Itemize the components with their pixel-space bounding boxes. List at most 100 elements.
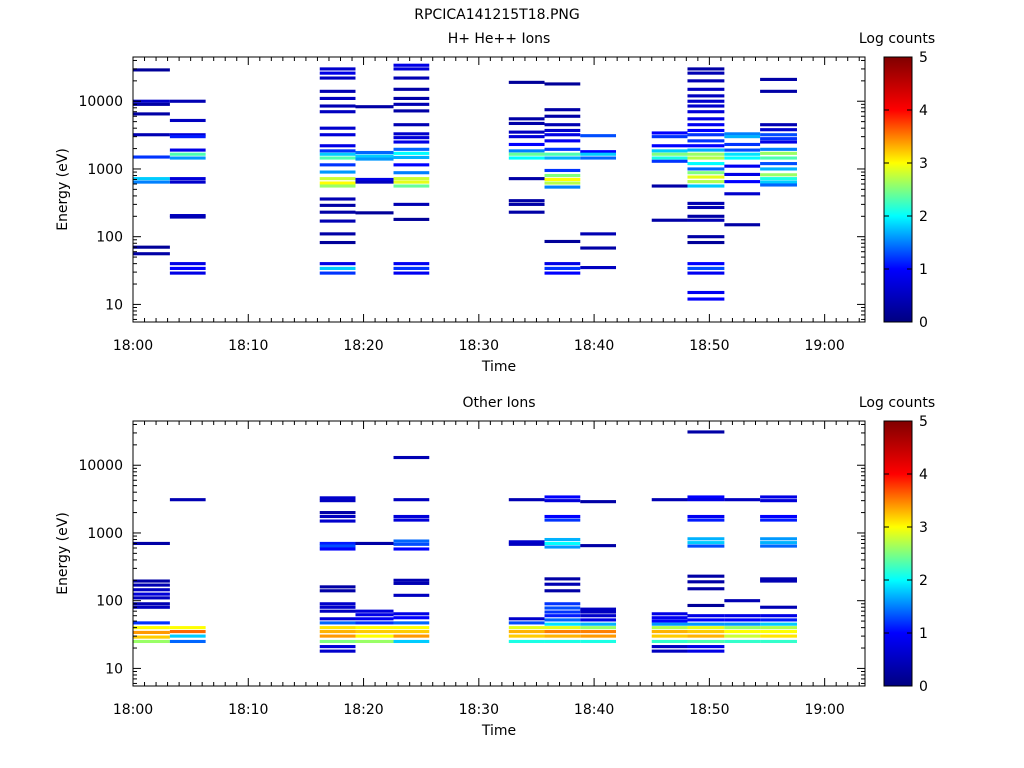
heatmap-cell (687, 162, 725, 166)
heatmap-cell (724, 148, 761, 152)
heatmap-cell (319, 541, 356, 546)
heatmap-cell (544, 128, 581, 133)
heatmap-cell (544, 514, 581, 519)
heatmap-cell (580, 266, 617, 270)
heatmap-cell (508, 639, 545, 644)
heatmap-cell (393, 634, 430, 638)
heatmap-cell (760, 173, 797, 177)
y-tick-label: 100 (96, 230, 123, 246)
heatmap-cell (580, 150, 617, 154)
heatmap-cell (760, 151, 797, 155)
heatmap-cell (319, 126, 356, 130)
heatmap-cell (724, 156, 761, 160)
heatmap-cell (724, 142, 761, 147)
heatmap-cell (580, 639, 617, 644)
colorbar-tick-label: 5 (919, 50, 928, 66)
heatmap-cell (580, 246, 617, 250)
heatmap-cell (651, 639, 688, 644)
heatmap-cell (760, 618, 797, 622)
heatmap-cell (355, 613, 394, 617)
heatmap-cell (760, 514, 797, 519)
heatmap-cell (687, 634, 725, 638)
y-tick-label: 100 (96, 594, 123, 610)
heatmap-cell (319, 589, 356, 593)
heatmap-cell (724, 180, 761, 184)
heatmap-cell (133, 102, 170, 106)
heatmap-cell (687, 514, 725, 519)
heatmap-cell (544, 271, 581, 275)
heatmap-cell (760, 544, 797, 548)
heatmap-cell (544, 133, 581, 137)
heatmap-cell (319, 197, 356, 201)
heatmap-cell (687, 79, 725, 83)
heatmap-cell (319, 232, 356, 236)
heatmap-cell (724, 618, 761, 622)
heatmap-cell (393, 639, 430, 644)
heatmap-cell (687, 262, 725, 266)
heatmap-cell (393, 217, 430, 221)
heatmap-cell (760, 162, 797, 166)
heatmap-cell (319, 511, 356, 515)
heatmap-cell (319, 89, 356, 93)
heatmap-cell (687, 266, 725, 270)
heatmap-cell (355, 621, 394, 625)
heatmap-cell (687, 580, 725, 584)
heatmap-cell (544, 239, 581, 244)
x-tick-label: 18:40 (574, 702, 614, 718)
heatmap-cell (651, 149, 688, 153)
heatmap-cell (393, 171, 430, 175)
heatmap-cell (687, 133, 725, 137)
heatmap-cell (169, 180, 206, 184)
heatmap-cell (169, 634, 206, 638)
heatmap-cell (393, 581, 430, 585)
heatmap-cell (687, 171, 725, 175)
heatmap-cell (544, 181, 581, 185)
heatmap-cell (651, 630, 688, 634)
heatmap-cell (687, 214, 725, 218)
heatmap-cell (355, 634, 394, 638)
heatmap-cell (687, 622, 725, 626)
heatmap-cell (355, 626, 394, 630)
heatmap-cell (508, 152, 545, 156)
heatmap-cell (687, 205, 725, 210)
heatmap-cell (355, 154, 394, 158)
x-tick-label: 18:20 (343, 338, 383, 354)
heatmap-cell (169, 498, 206, 502)
heatmap-cell (319, 149, 356, 153)
heatmap-cell (760, 77, 797, 81)
heatmap-cell (544, 606, 581, 610)
heatmap-cell (724, 172, 761, 176)
heatmap-cell (508, 540, 545, 544)
heatmap-cell (393, 262, 430, 266)
heatmap-cell (687, 94, 725, 98)
heatmap-cell (133, 133, 170, 137)
colorbar: Log counts 0 1 2 3 4 5 (859, 31, 935, 331)
heatmap-cell (133, 626, 170, 630)
colorbar-tick-label: 0 (919, 679, 928, 695)
heatmap-cell (355, 211, 394, 215)
heatmap-cell (508, 177, 545, 181)
heatmap-cell (319, 499, 356, 503)
colorbar-fill (883, 56, 913, 323)
heatmap-cell (687, 175, 725, 179)
heatmap-cell (651, 131, 688, 135)
heatmap-cell (580, 618, 617, 622)
y-tick-label: 10000 (78, 94, 123, 110)
heatmap-cell (508, 149, 545, 153)
y-axis: 10 100 1000 10000 (78, 423, 865, 684)
heatmap-cell (760, 518, 797, 522)
heatmap-cell (508, 199, 545, 203)
panel-title: Other Ions (462, 395, 535, 411)
heatmap-cell (760, 177, 797, 181)
heatmap-cell (687, 148, 725, 152)
heatmap-cell (580, 607, 617, 611)
heatmap-cell (544, 630, 581, 634)
heatmap-cell (687, 630, 725, 634)
heatmap-cell (169, 152, 206, 156)
x-tick-label: 18:30 (459, 338, 499, 354)
heatmap-cell (393, 593, 430, 597)
heatmap-cell (355, 157, 394, 161)
heatmap-cell (544, 614, 581, 618)
heatmap-cell (508, 156, 545, 160)
